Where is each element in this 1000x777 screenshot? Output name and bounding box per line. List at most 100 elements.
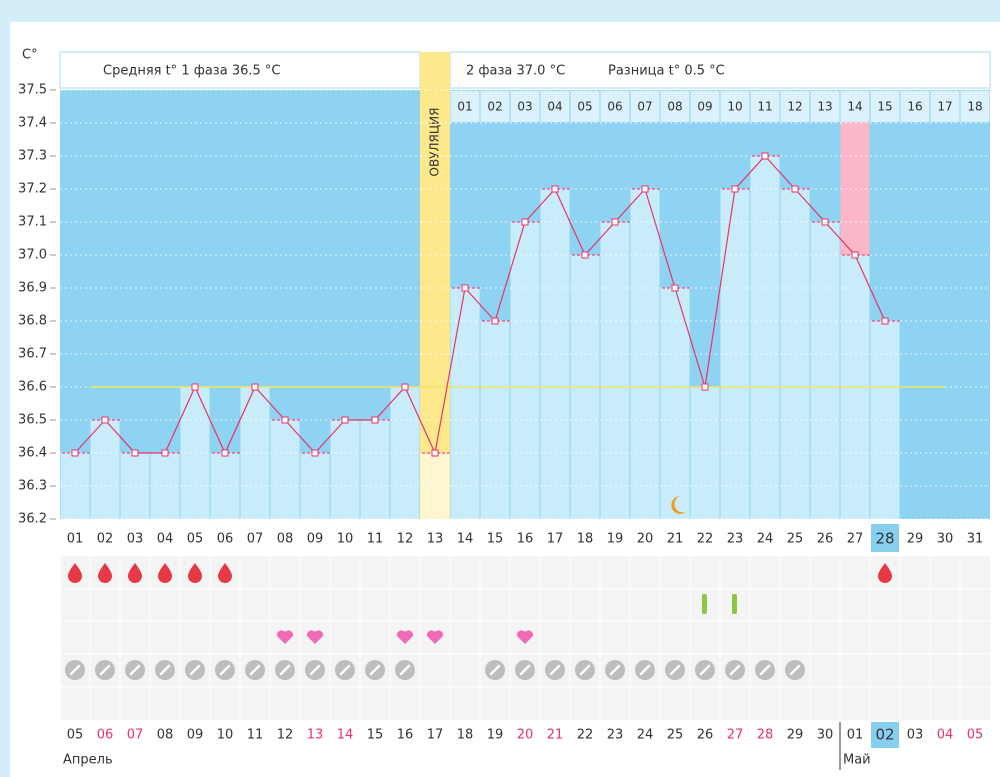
x-tick-label: 09 bbox=[307, 532, 324, 547]
pill-slash bbox=[759, 664, 771, 676]
phase2-day-label: 05 bbox=[577, 100, 592, 114]
date-label: 30 bbox=[817, 728, 834, 743]
month-label: Май bbox=[843, 753, 871, 768]
x-tick-label: 21 bbox=[667, 532, 684, 547]
pill-slash bbox=[159, 664, 171, 676]
date-label: 11 bbox=[247, 728, 264, 743]
temperature-point bbox=[191, 383, 199, 391]
phase2-day-cell bbox=[630, 91, 660, 122]
heart-icon bbox=[516, 630, 534, 644]
phase2-day-label: 06 bbox=[607, 100, 622, 114]
temperature-point bbox=[701, 383, 709, 391]
x-tick-label: 20 bbox=[637, 532, 654, 547]
pill-slash bbox=[189, 664, 201, 676]
drop-icon bbox=[158, 563, 172, 583]
temperature-point bbox=[491, 317, 499, 325]
y-tick-label: 36.6 bbox=[18, 380, 47, 395]
pill-slash bbox=[669, 664, 681, 676]
x-tick-label: 15 bbox=[487, 532, 504, 547]
phase2-day-cell bbox=[960, 91, 990, 122]
phase2-day-label: 15 bbox=[877, 100, 892, 114]
x-tick-label: 06 bbox=[217, 532, 234, 547]
bar bbox=[750, 156, 780, 519]
pill-slash bbox=[579, 664, 591, 676]
x-tick-label: 03 bbox=[127, 532, 144, 547]
phase2-day-cell bbox=[870, 91, 900, 122]
x-tick-label: 30 bbox=[937, 532, 954, 547]
phase2-day-cell bbox=[600, 91, 630, 122]
y-tick-label: 37.5 bbox=[18, 83, 47, 98]
date-label: 14 bbox=[337, 728, 354, 743]
phase2-day-cell bbox=[750, 91, 780, 122]
phase2-day-label: 13 bbox=[817, 100, 832, 114]
temperature-point bbox=[821, 218, 829, 226]
temperature-point bbox=[551, 185, 559, 193]
phase2-day-label: 01 bbox=[457, 100, 472, 114]
test-icon bbox=[732, 594, 737, 614]
temperature-point bbox=[461, 284, 469, 292]
date-label: 22 bbox=[577, 728, 594, 743]
y-tick-label: 36.9 bbox=[18, 281, 47, 296]
month-label: Апрель bbox=[63, 753, 113, 768]
date-label: 27 bbox=[727, 728, 744, 743]
moon-icon bbox=[671, 496, 686, 514]
heart-icon bbox=[396, 630, 414, 644]
plot: ОВУЛЯЦИЯ 01 02 03 04 05 06 07 08 09 10 11 12 13 14 15 16… bbox=[18, 52, 990, 527]
drop-icon bbox=[68, 563, 82, 583]
phase2-day-label: 08 bbox=[667, 100, 682, 114]
x-tick-label: 14 bbox=[457, 532, 474, 547]
temperature-point bbox=[71, 449, 79, 457]
date-label: 17 bbox=[427, 728, 444, 743]
date-label: 07 bbox=[127, 728, 144, 743]
phase2-day-label: 12 bbox=[787, 100, 802, 114]
phase1-box bbox=[59, 51, 421, 89]
y-tick-label: 36.3 bbox=[18, 479, 47, 494]
temperature-point bbox=[611, 218, 619, 226]
drop-icon bbox=[128, 563, 142, 583]
pill-slash bbox=[639, 664, 651, 676]
x-tick-label: 28 bbox=[875, 530, 894, 548]
phase2-day-cell bbox=[780, 91, 810, 122]
bar bbox=[330, 420, 360, 519]
phase2-day-cell bbox=[690, 91, 720, 122]
x-tick-label: 16 bbox=[517, 532, 534, 547]
temperature-point bbox=[311, 449, 319, 457]
pill-slash bbox=[219, 664, 231, 676]
pill-slash bbox=[729, 664, 741, 676]
x-tick-label: 27 bbox=[847, 532, 864, 547]
temperature-point bbox=[761, 152, 769, 160]
temperature-point bbox=[731, 185, 739, 193]
drop-icon bbox=[98, 563, 112, 583]
y-tick-label: 36.4 bbox=[18, 446, 47, 461]
date-label: 01 bbox=[847, 728, 864, 743]
phase2-day-label: 09 bbox=[697, 100, 712, 114]
y-tick-label: 37.0 bbox=[18, 248, 47, 263]
date-label: 25 bbox=[667, 728, 684, 743]
x-tick-label: 25 bbox=[787, 532, 804, 547]
today-date-cell bbox=[871, 722, 899, 748]
date-label: 21 bbox=[547, 728, 564, 743]
pill-slash bbox=[489, 664, 501, 676]
phase2-day-cell bbox=[450, 91, 480, 122]
x-tick-label: 05 bbox=[187, 532, 204, 547]
pill-slash bbox=[99, 664, 111, 676]
x-tick-label: 22 bbox=[697, 532, 714, 547]
heart-icon bbox=[306, 630, 324, 644]
pill-slash bbox=[699, 664, 711, 676]
bar bbox=[810, 222, 840, 519]
x-tick-label: 12 bbox=[397, 532, 414, 547]
temperature-point bbox=[581, 251, 589, 259]
date-label: 02 bbox=[875, 726, 894, 744]
date-label: 24 bbox=[637, 728, 654, 743]
y-tick-label: 37.2 bbox=[18, 182, 47, 197]
pill-slash bbox=[279, 664, 291, 676]
pill-slash bbox=[789, 664, 801, 676]
phase2-day-label: 04 bbox=[547, 100, 562, 114]
date-label: 26 bbox=[697, 728, 714, 743]
bar bbox=[450, 288, 480, 519]
x-tick-label: 01 bbox=[67, 532, 84, 547]
pill-slash bbox=[369, 664, 381, 676]
y-tick-label: 36.8 bbox=[18, 314, 47, 329]
pill-slash bbox=[549, 664, 561, 676]
